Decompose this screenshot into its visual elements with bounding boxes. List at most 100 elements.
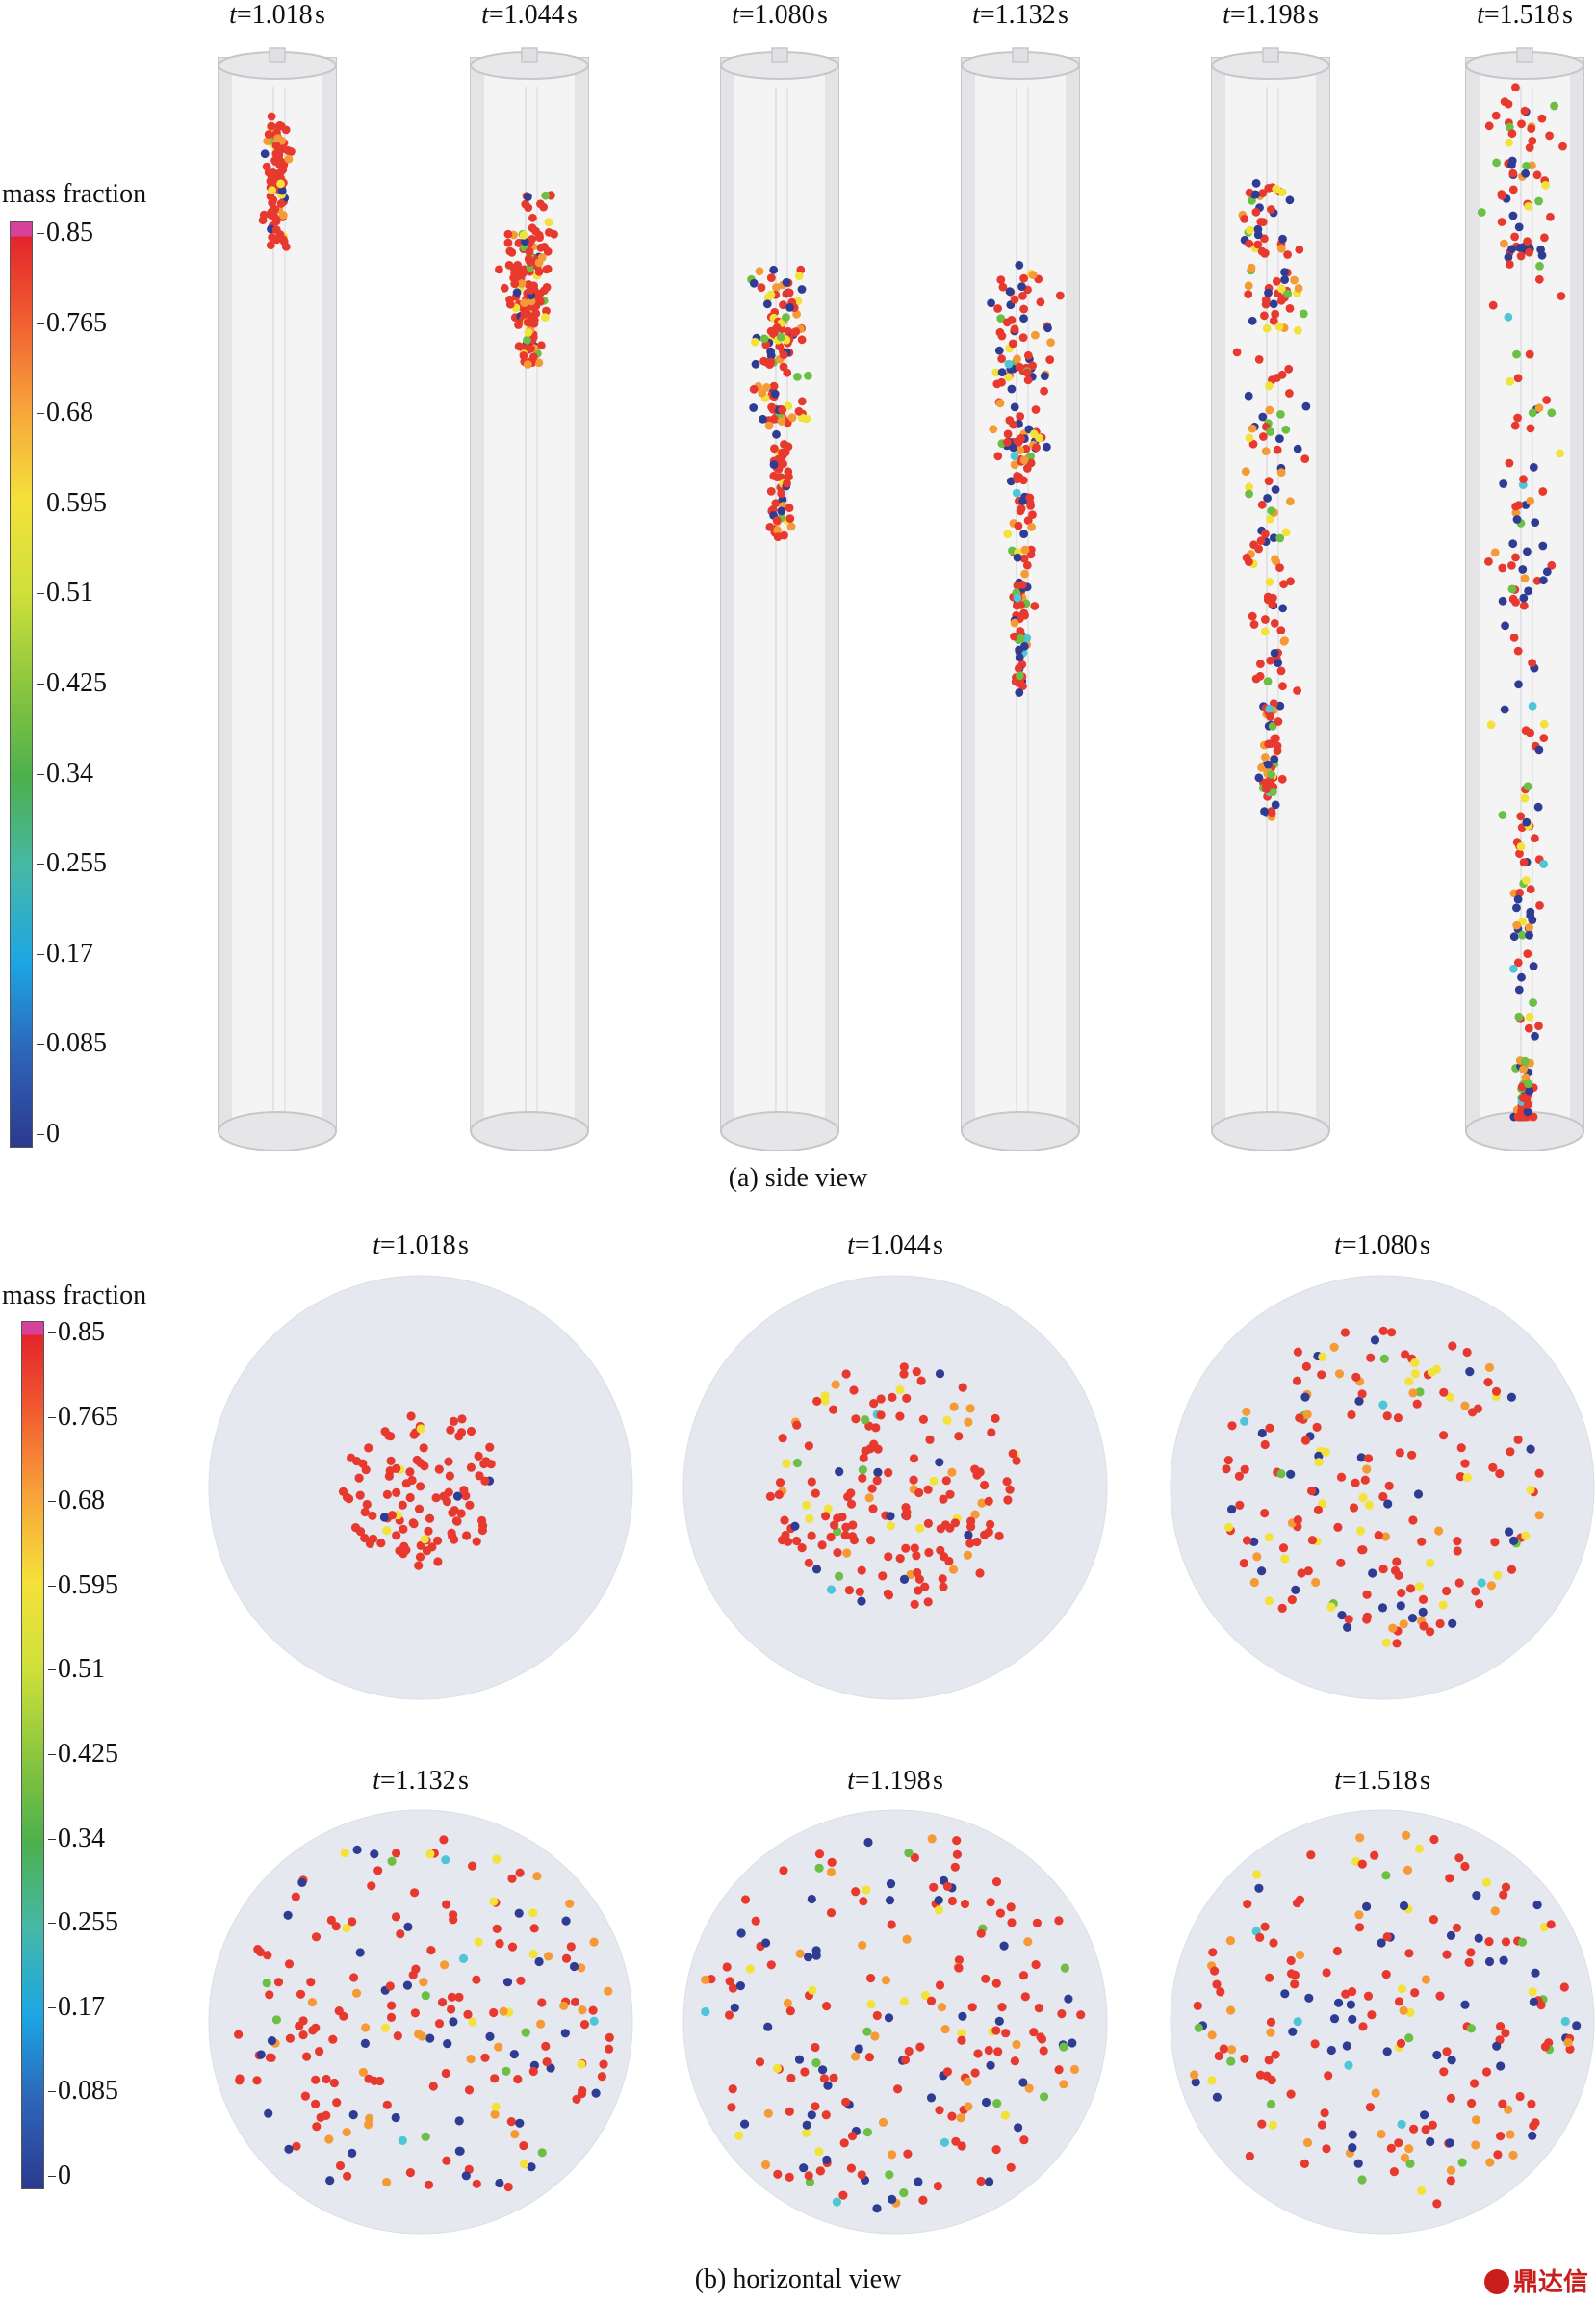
particle bbox=[1355, 1833, 1365, 1843]
particle bbox=[947, 1896, 958, 1906]
colorbar-tick-label: 0.595 bbox=[48, 1569, 118, 1600]
particle bbox=[1509, 1536, 1519, 1545]
particle bbox=[456, 1509, 466, 1518]
particle bbox=[993, 2047, 1003, 2056]
colorbar-tick-label: 0.17 bbox=[48, 1991, 105, 2022]
particle bbox=[841, 2097, 851, 2107]
particle bbox=[550, 229, 558, 239]
particle bbox=[519, 230, 528, 240]
particle bbox=[382, 1489, 392, 1499]
particle bbox=[826, 1867, 837, 1877]
particle bbox=[1294, 326, 1302, 335]
particle bbox=[1426, 2136, 1435, 2147]
particle bbox=[808, 1985, 817, 1995]
particle bbox=[391, 2112, 400, 2123]
particle bbox=[751, 359, 760, 369]
particle bbox=[1546, 1920, 1556, 1929]
particle bbox=[1529, 1112, 1538, 1122]
particle bbox=[992, 2099, 1002, 2108]
particle bbox=[1528, 2131, 1537, 2140]
particle bbox=[1254, 544, 1263, 554]
particle bbox=[1312, 1422, 1322, 1432]
particle bbox=[862, 2128, 873, 2137]
particle bbox=[1255, 1932, 1265, 1942]
particle bbox=[560, 2029, 570, 2038]
particle bbox=[1012, 2039, 1021, 2050]
particle bbox=[811, 1565, 822, 1574]
particle bbox=[1290, 275, 1299, 285]
particle bbox=[1477, 1578, 1486, 1588]
particle bbox=[1037, 2034, 1047, 2044]
particle bbox=[1485, 2158, 1495, 2167]
particle bbox=[428, 2082, 438, 2091]
particle bbox=[1270, 649, 1279, 658]
particle bbox=[1252, 1552, 1262, 1562]
particle bbox=[1008, 339, 1017, 349]
particle bbox=[1245, 482, 1253, 492]
particle bbox=[1529, 463, 1538, 472]
particle bbox=[995, 1908, 1005, 1918]
particle bbox=[1249, 620, 1259, 629]
particle bbox=[403, 1922, 413, 1931]
particle bbox=[519, 2160, 529, 2169]
particle bbox=[1257, 1428, 1267, 1438]
particle bbox=[1207, 2076, 1217, 2085]
particle bbox=[1293, 444, 1302, 453]
particle bbox=[939, 1552, 949, 1562]
particle bbox=[1348, 1987, 1357, 1997]
particle bbox=[1031, 330, 1040, 340]
particle bbox=[1302, 2137, 1313, 2148]
particle bbox=[490, 2074, 500, 2083]
particle bbox=[1484, 1362, 1494, 1372]
particle bbox=[419, 1443, 428, 1453]
particle bbox=[475, 1471, 484, 1481]
colorbar-tick-label: 0.765 bbox=[37, 307, 107, 338]
particle bbox=[1232, 348, 1242, 357]
particle bbox=[1528, 408, 1537, 418]
particle bbox=[1306, 1850, 1316, 1860]
particle bbox=[1226, 2045, 1237, 2055]
particle bbox=[414, 1504, 425, 1513]
particle bbox=[340, 1849, 349, 1858]
particle bbox=[770, 444, 779, 453]
particle bbox=[507, 1874, 517, 1883]
particle bbox=[1507, 160, 1516, 169]
particle bbox=[1265, 1423, 1274, 1433]
particle bbox=[268, 198, 277, 208]
particle bbox=[1354, 1396, 1364, 1406]
particle bbox=[918, 2195, 928, 2205]
particle bbox=[1432, 2199, 1442, 2209]
particle bbox=[1039, 2046, 1048, 2056]
particle bbox=[960, 1899, 970, 1909]
particle bbox=[1207, 2030, 1217, 2040]
particle bbox=[1285, 389, 1294, 398]
particle bbox=[1499, 479, 1508, 488]
particle bbox=[964, 1530, 973, 1539]
particle bbox=[445, 1471, 454, 1481]
particle bbox=[419, 1978, 428, 1987]
particle bbox=[393, 2031, 402, 2041]
side-time-label-3: t=1.080 s bbox=[732, 0, 828, 30]
particle bbox=[442, 1496, 451, 1507]
particle bbox=[862, 1885, 871, 1895]
particle bbox=[885, 1896, 895, 1905]
particle bbox=[1522, 876, 1531, 885]
particle bbox=[1522, 162, 1531, 170]
particle bbox=[1296, 1950, 1305, 1960]
particle bbox=[1511, 553, 1520, 562]
particle bbox=[386, 1432, 396, 1441]
particle bbox=[942, 2067, 953, 2077]
particle bbox=[367, 1881, 376, 1891]
top-time-label-4: t=1.132 s bbox=[373, 1766, 469, 1796]
particle bbox=[392, 1531, 401, 1540]
particle bbox=[1357, 1859, 1367, 1869]
side-view-plot bbox=[218, 47, 1584, 1151]
particle bbox=[399, 1524, 408, 1534]
particle bbox=[772, 323, 782, 332]
particle bbox=[384, 1471, 394, 1481]
particle bbox=[1477, 208, 1486, 217]
particle bbox=[1434, 1526, 1444, 1536]
particle bbox=[1560, 2016, 1570, 2027]
particle bbox=[1402, 1830, 1411, 1840]
particle bbox=[1280, 1554, 1290, 1564]
